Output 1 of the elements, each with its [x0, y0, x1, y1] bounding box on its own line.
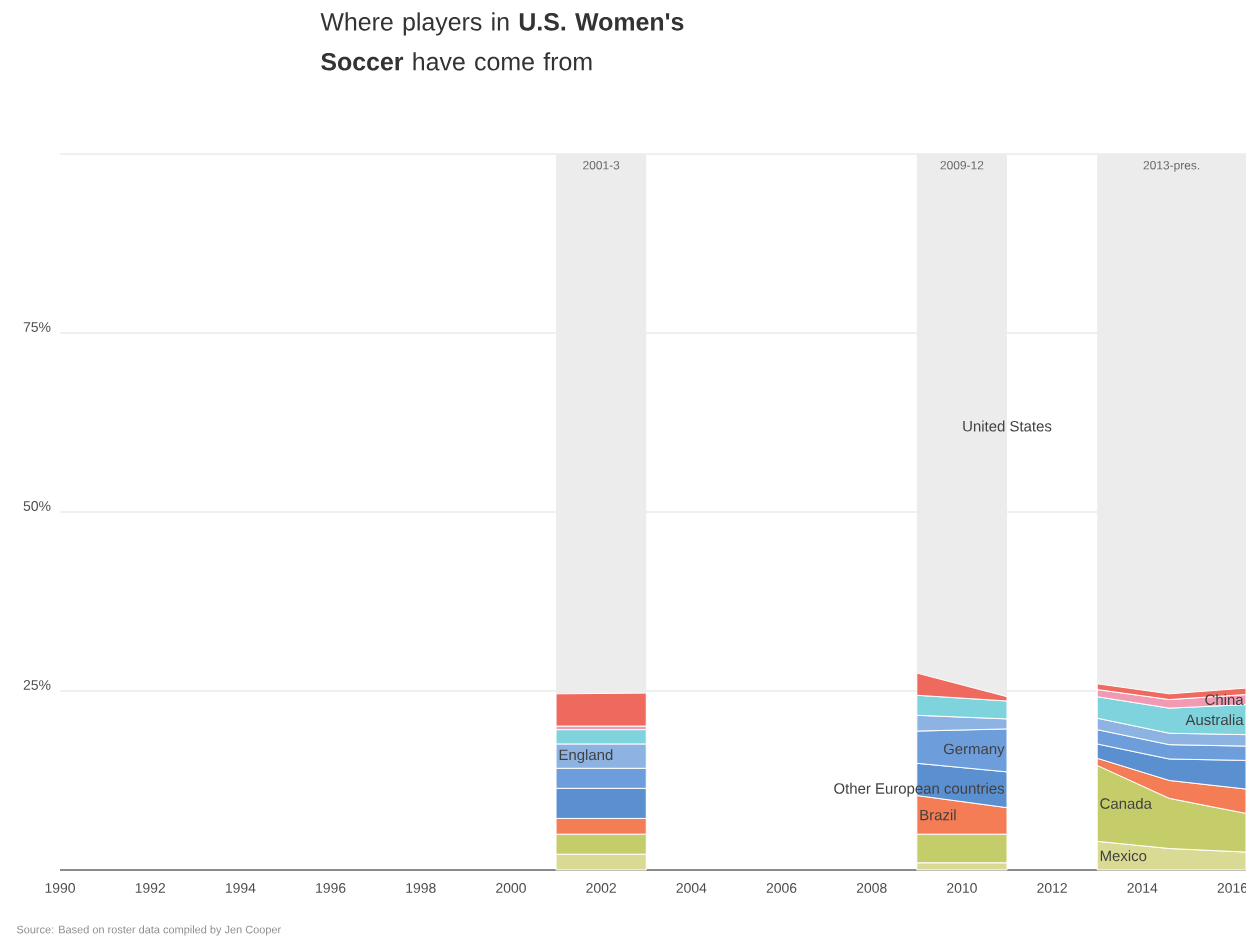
chart-title: Where players in U.S. Women's Soccer have come from	[320, 12, 684, 71]
